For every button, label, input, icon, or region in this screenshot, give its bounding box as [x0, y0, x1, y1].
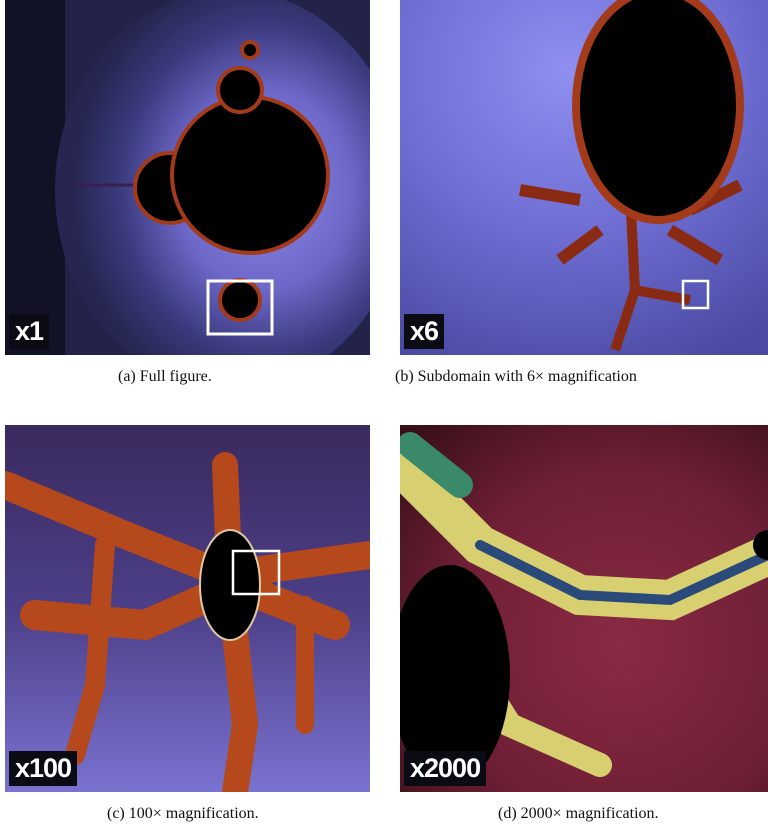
magnification-label: x1 — [9, 314, 49, 349]
figure: {"panels": [ {"label": "x1", "caption": … — [0, 0, 768, 834]
panel-b: x6 — [400, 0, 768, 355]
caption: (c) 100× magnification. — [107, 805, 259, 823]
panel-a: x1 — [5, 0, 370, 355]
fractal-image — [5, 425, 370, 792]
magnification-label: x6 — [404, 314, 444, 349]
magnification-label: x100 — [9, 751, 77, 786]
caption: (b) Subdomain with 6× magnification — [395, 368, 637, 386]
fractal-image — [400, 425, 768, 792]
caption: (a) Full figure. — [118, 368, 212, 386]
panel-d: x2000 — [400, 425, 768, 792]
panel-c: x100 — [5, 425, 370, 792]
magnification-label: x2000 — [404, 751, 486, 786]
fractal-image — [5, 0, 370, 355]
caption: (d) 2000× magnification. — [498, 805, 659, 823]
fractal-image — [400, 0, 768, 355]
